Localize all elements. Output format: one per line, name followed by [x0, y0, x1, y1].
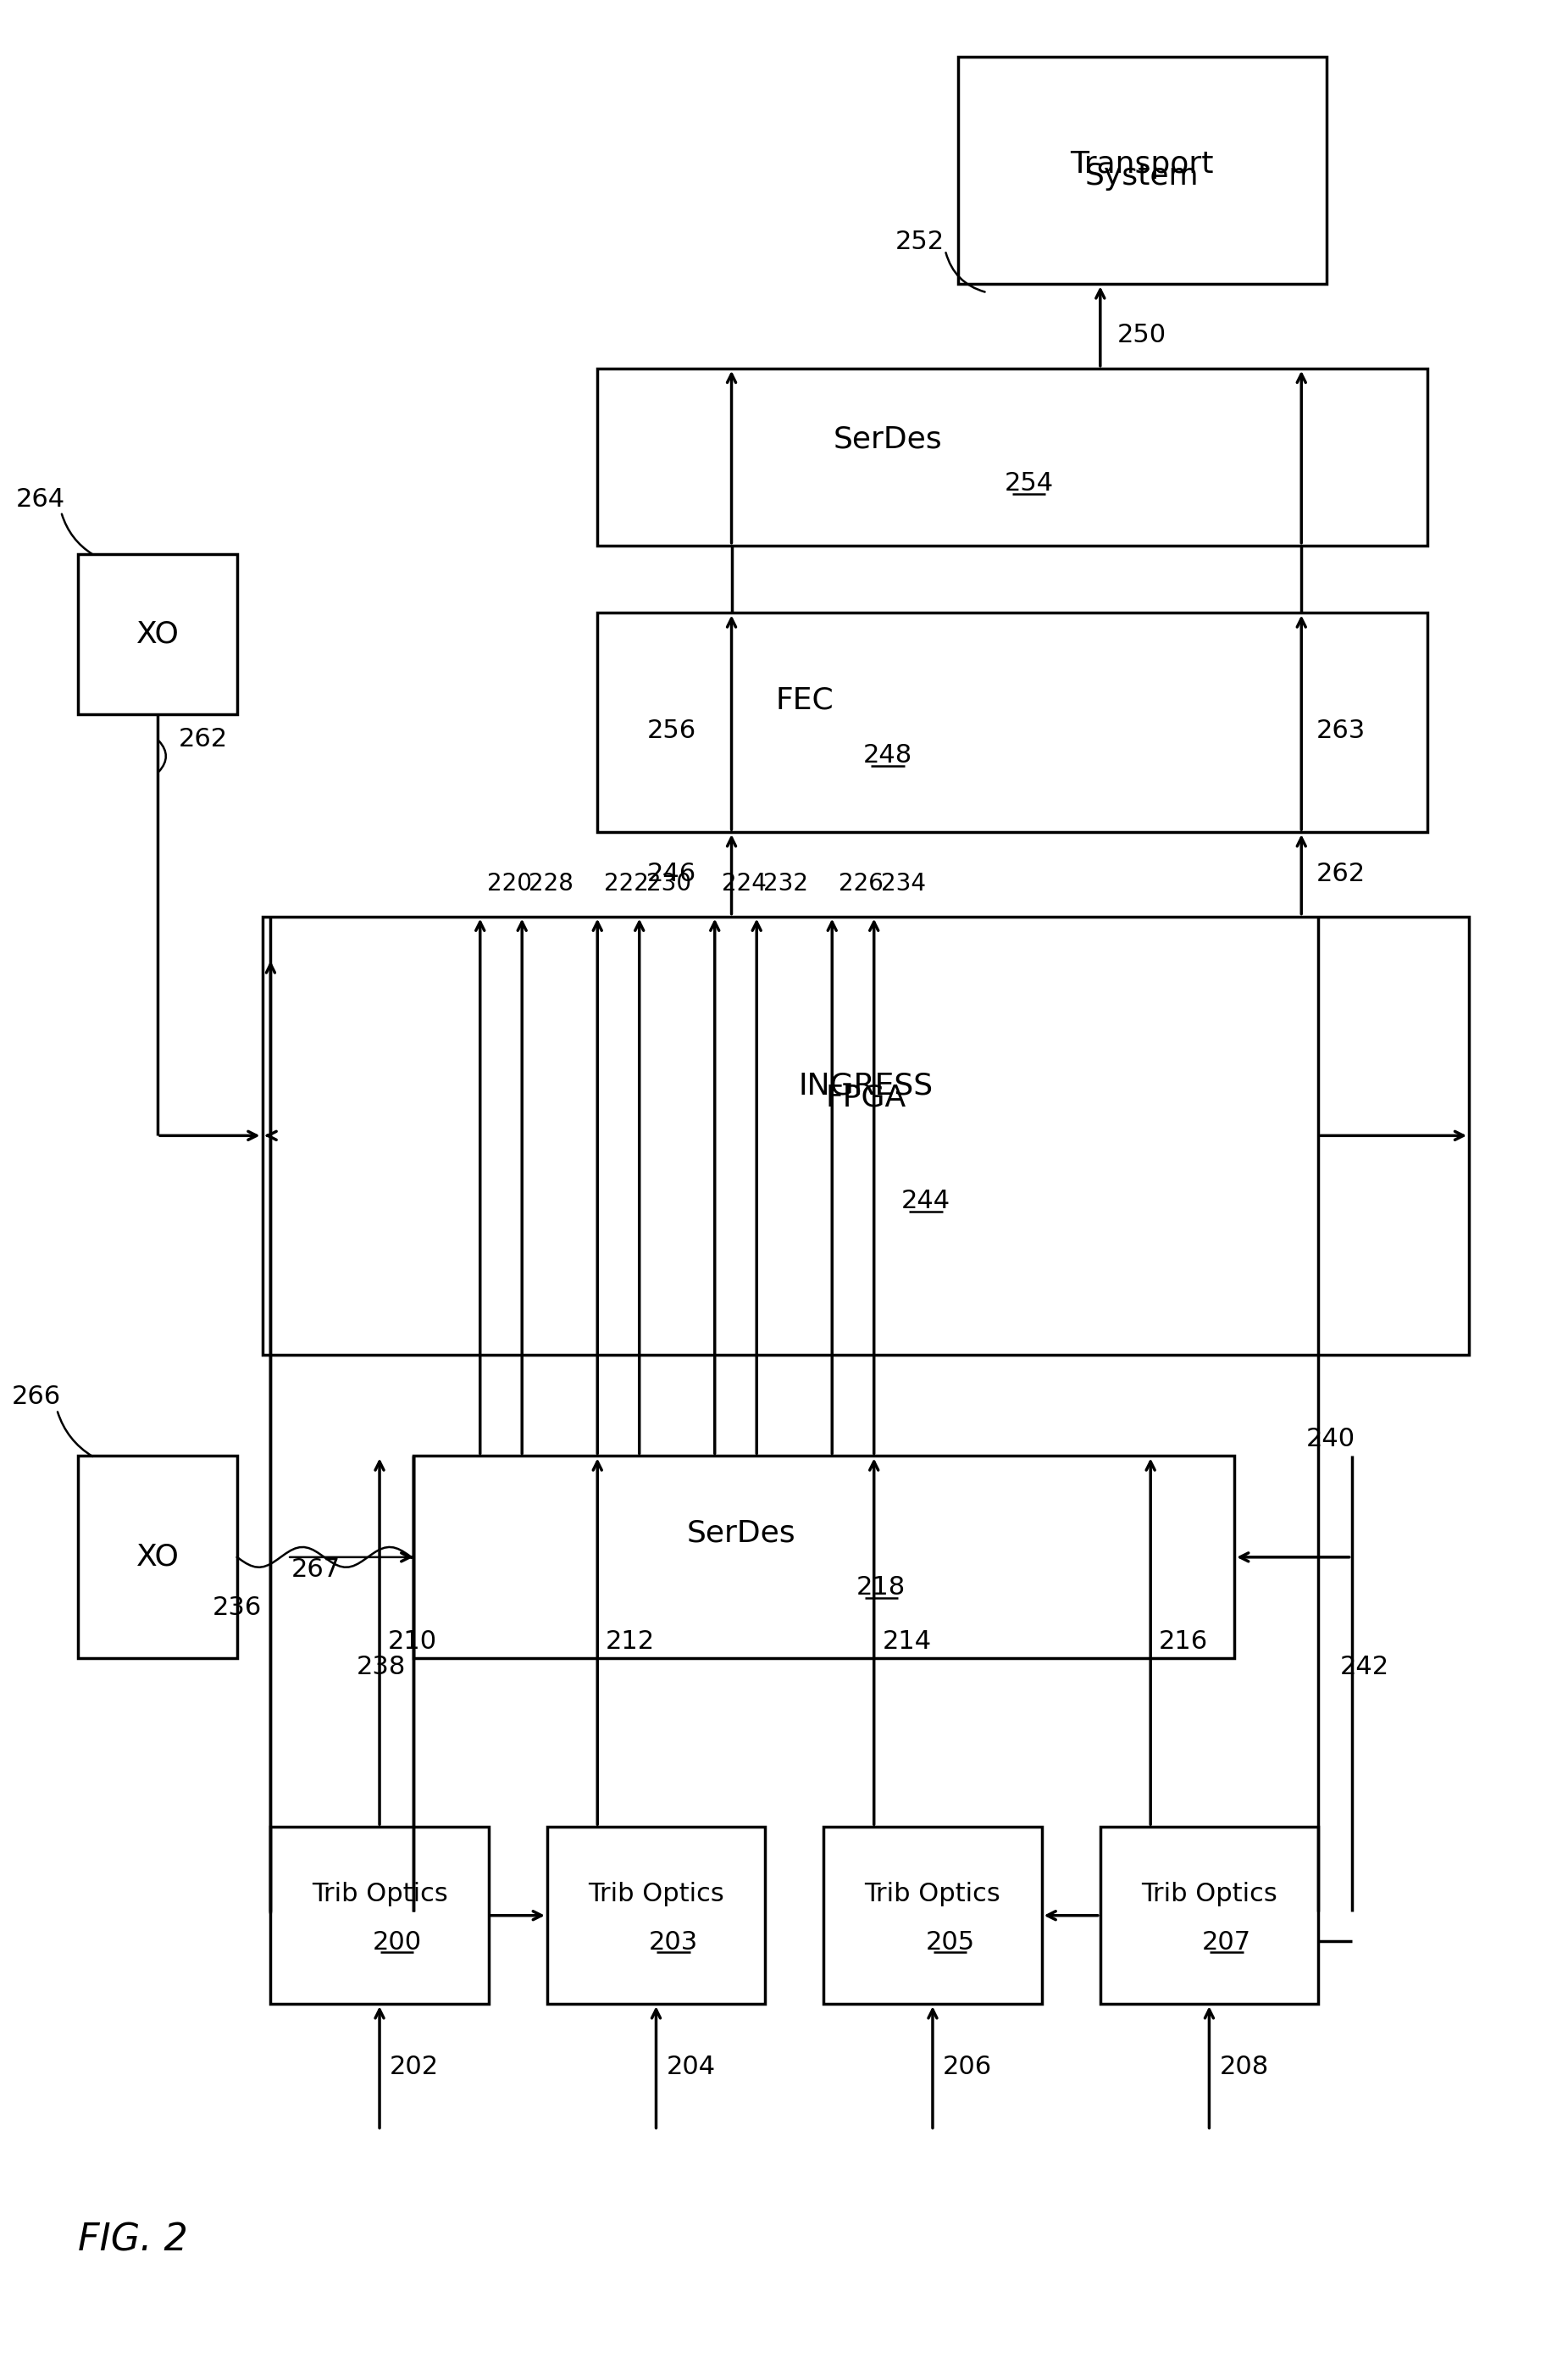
- Text: Trib Optics: Trib Optics: [864, 1883, 1001, 1906]
- Bar: [271, 1828, 489, 2004]
- Text: 222: 222: [604, 871, 649, 895]
- Text: Trib Optics: Trib Optics: [589, 1883, 724, 1906]
- Text: 202: 202: [389, 2054, 439, 2080]
- Text: 244: 244: [902, 1190, 951, 1214]
- Text: XO: XO: [135, 1542, 179, 1571]
- Text: 230: 230: [646, 871, 691, 895]
- Text: SerDes: SerDes: [687, 1518, 796, 1547]
- Text: 254: 254: [1004, 471, 1054, 495]
- Text: Trib Optics: Trib Optics: [311, 1883, 447, 1906]
- Text: 263: 263: [1317, 719, 1365, 743]
- Text: 203: 203: [649, 1930, 698, 1954]
- Text: 250: 250: [1116, 321, 1166, 347]
- Text: 216: 216: [1158, 1630, 1208, 1654]
- Text: 246: 246: [648, 862, 696, 885]
- Bar: [413, 1457, 1235, 1659]
- Text: 240: 240: [1306, 1428, 1355, 1452]
- Text: 238: 238: [357, 1654, 406, 1678]
- Text: 205: 205: [925, 1930, 975, 1954]
- Text: System: System: [1085, 162, 1199, 190]
- Text: FEC: FEC: [775, 685, 835, 714]
- Text: 262: 262: [1317, 862, 1365, 885]
- Bar: [78, 1457, 237, 1659]
- Text: 264: 264: [16, 488, 65, 512]
- Text: Trib Optics: Trib Optics: [1141, 1883, 1277, 1906]
- Text: 242: 242: [1339, 1654, 1389, 1678]
- Text: 236: 236: [212, 1595, 262, 1621]
- Text: 200: 200: [372, 1930, 422, 1954]
- Text: 266: 266: [11, 1385, 61, 1409]
- Bar: [547, 1828, 764, 2004]
- Text: 256: 256: [648, 719, 696, 743]
- Text: FIG. 2: FIG. 2: [78, 2223, 188, 2259]
- Text: 206: 206: [942, 2054, 992, 2080]
- Bar: [262, 916, 1468, 1354]
- Text: FPGA: FPGA: [825, 1083, 906, 1111]
- Text: 252: 252: [895, 228, 945, 255]
- Bar: [598, 614, 1428, 833]
- Bar: [958, 57, 1327, 283]
- Bar: [598, 369, 1428, 545]
- Text: 226: 226: [839, 871, 883, 895]
- Text: XO: XO: [135, 619, 179, 647]
- Text: 267: 267: [291, 1557, 341, 1583]
- Text: 218: 218: [856, 1576, 906, 1599]
- Text: Transport: Transport: [1070, 150, 1214, 178]
- Bar: [78, 555, 237, 714]
- Text: SerDes: SerDes: [833, 424, 942, 455]
- Text: 214: 214: [883, 1630, 931, 1654]
- Text: 262: 262: [179, 726, 227, 752]
- Text: 210: 210: [388, 1630, 438, 1654]
- Text: INGRESS: INGRESS: [799, 1071, 933, 1100]
- Text: 204: 204: [666, 2054, 715, 2080]
- Text: 228: 228: [529, 871, 573, 895]
- Text: 207: 207: [1202, 1930, 1252, 1954]
- Text: 220: 220: [487, 871, 531, 895]
- Bar: [824, 1828, 1042, 2004]
- Text: 208: 208: [1219, 2054, 1269, 2080]
- Text: 248: 248: [863, 743, 912, 769]
- Text: 212: 212: [606, 1630, 655, 1654]
- Text: 234: 234: [881, 871, 925, 895]
- Bar: [1101, 1828, 1319, 2004]
- Text: 232: 232: [763, 871, 808, 895]
- Text: 224: 224: [721, 871, 766, 895]
